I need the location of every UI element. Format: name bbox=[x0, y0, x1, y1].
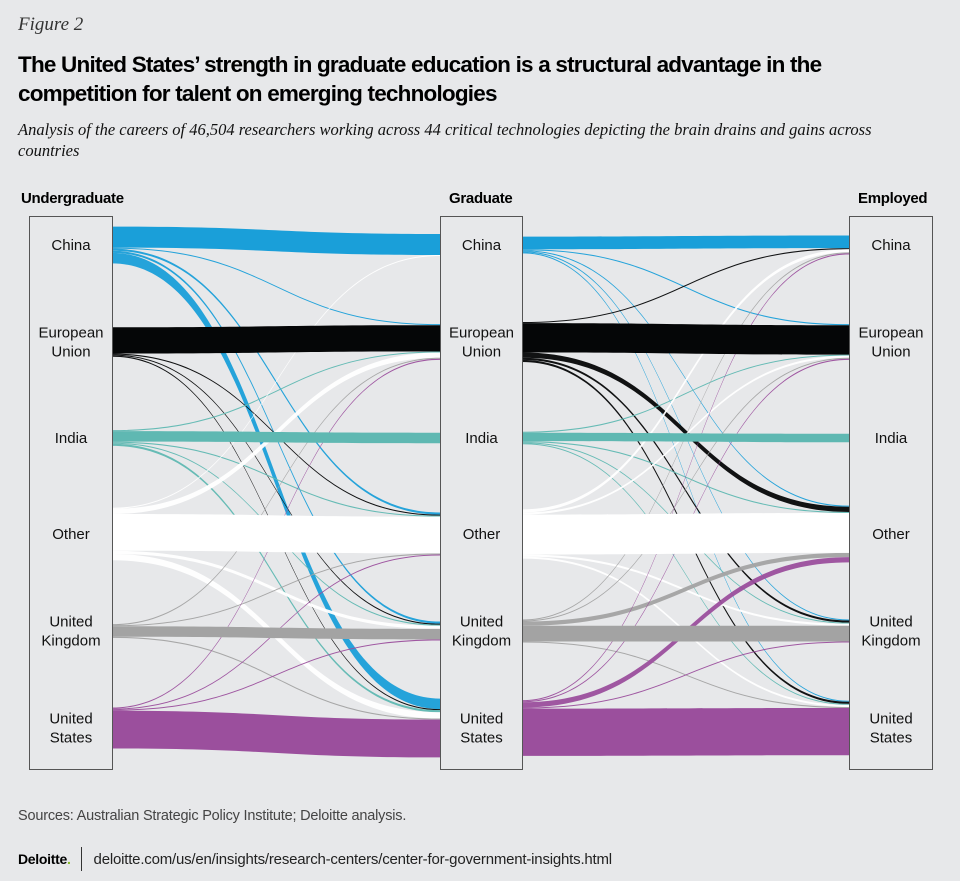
node-label-undergraduate-united-kingdom: United Kingdom bbox=[41, 614, 100, 650]
logo-text: Deloitte bbox=[18, 851, 67, 867]
stage-box-employed bbox=[849, 216, 933, 770]
flow-undergrad-united-states-to-united-states bbox=[112, 710, 440, 758]
flow-undergrad-india-to-european-union bbox=[112, 351, 440, 432]
node-label-graduate-india: India bbox=[465, 430, 498, 447]
node-label-undergraduate-other: Other bbox=[52, 526, 90, 543]
stage-header-graduate: Graduate bbox=[449, 190, 513, 207]
flow-undergrad-china-to-european-union bbox=[112, 247, 440, 326]
flow-graduate-united-states-to-china bbox=[522, 253, 849, 702]
stage-box-graduate bbox=[440, 216, 523, 770]
node-label-employed-united-states: United States bbox=[869, 711, 912, 747]
node-label-graduate-united-kingdom: United Kingdom bbox=[452, 614, 511, 650]
node-label-undergraduate-india: India bbox=[55, 430, 88, 447]
flow-undergrad-india-to-india bbox=[112, 431, 440, 444]
flow-undergrad-european-union-to-united-kingdom bbox=[112, 354, 440, 625]
node-label-graduate-china: China bbox=[462, 237, 502, 254]
node-label-employed-european-union: European Union bbox=[858, 325, 923, 361]
node-label-graduate-other: Other bbox=[463, 526, 501, 543]
flow-graduate-united-states-to-united-states bbox=[522, 708, 849, 756]
flow-undergrad-other-to-china bbox=[112, 254, 440, 509]
logo-dot: . bbox=[66, 851, 71, 867]
flow-graduate-united-kingdom-to-united-kingdom bbox=[522, 625, 849, 642]
stage-box-undergraduate bbox=[29, 216, 113, 770]
node-label-graduate-united-states: United States bbox=[460, 711, 503, 747]
node-label-undergraduate-china: China bbox=[51, 237, 91, 254]
footer-url[interactable]: deloitte.com/us/en/insights/research-cen… bbox=[93, 850, 613, 868]
flow-graduate-india-to-united-states bbox=[522, 443, 849, 705]
flow-graduate-other-to-other bbox=[522, 513, 849, 555]
flow-layer bbox=[112, 226, 849, 758]
chart-title: The United States’ strength in graduate … bbox=[18, 52, 822, 106]
node-label-employed-other: Other bbox=[872, 526, 910, 543]
stage-header-employed: Employed bbox=[858, 190, 928, 207]
flow-undergrad-united-kingdom-to-united-states bbox=[112, 636, 440, 720]
figure-label: Figure 2 bbox=[18, 14, 84, 35]
flow-undergrad-other-to-other bbox=[112, 514, 440, 554]
flow-undergrad-india-to-united-states bbox=[112, 443, 440, 713]
node-label-employed-india: India bbox=[875, 430, 908, 447]
flow-graduate-china-to-china bbox=[522, 235, 849, 250]
flow-undergrad-china-to-china bbox=[112, 226, 440, 255]
node-label-undergraduate-united-states: United States bbox=[49, 711, 92, 747]
sources-note: Sources: Australian Strategic Policy Ins… bbox=[18, 808, 407, 824]
footer-divider bbox=[80, 847, 82, 871]
flow-undergrad-china-to-united-states bbox=[112, 252, 440, 710]
footer: Deloitte. deloitte.com/us/en/insights/re… bbox=[18, 847, 612, 871]
stage-boxes: China European Union India Other United Kingdo… bbox=[29, 216, 933, 770]
flow-undergrad-united-kingdom-to-other bbox=[112, 553, 440, 627]
flow-undergrad-united-kingdom-to-united-kingdom bbox=[112, 626, 440, 640]
deloitte-logo: Deloitte. bbox=[18, 851, 71, 867]
node-label-graduate-european-union: European Union bbox=[449, 325, 514, 361]
flow-undergrad-european-union-to-european-union bbox=[112, 325, 440, 354]
stage-header-undergraduate: Undergraduate bbox=[21, 190, 124, 207]
flow-graduate-china-to-european-union bbox=[522, 249, 849, 326]
flow-graduate-india-to-india bbox=[522, 432, 849, 443]
flow-graduate-united-kingdom-to-european-union bbox=[522, 357, 849, 622]
flow-undergrad-united-kingdom-to-european-union bbox=[112, 357, 440, 626]
flow-graduate-other-to-china bbox=[522, 249, 849, 513]
flow-graduate-united-states-to-united-kingdom bbox=[522, 641, 849, 709]
node-label-employed-united-kingdom: United Kingdom bbox=[861, 614, 920, 650]
flow-graduate-european-union-to-european-union bbox=[522, 323, 849, 355]
flow-graduate-european-union-to-other bbox=[522, 352, 849, 512]
flow-graduate-european-union-to-china bbox=[522, 248, 849, 324]
flow-graduate-china-to-other bbox=[522, 250, 849, 507]
chart-subtitle: Analysis of the careers of 46,504 resear… bbox=[18, 120, 872, 160]
node-label-undergraduate-european-union: European Union bbox=[38, 325, 103, 361]
flow-graduate-india-to-european-union bbox=[522, 354, 849, 433]
node-label-employed-china: China bbox=[871, 237, 911, 254]
flow-undergrad-united-states-to-united-kingdom bbox=[112, 639, 440, 711]
flow-graduate-united-kingdom-to-other bbox=[522, 552, 849, 626]
flow-undergrad-india-to-other bbox=[112, 441, 440, 517]
